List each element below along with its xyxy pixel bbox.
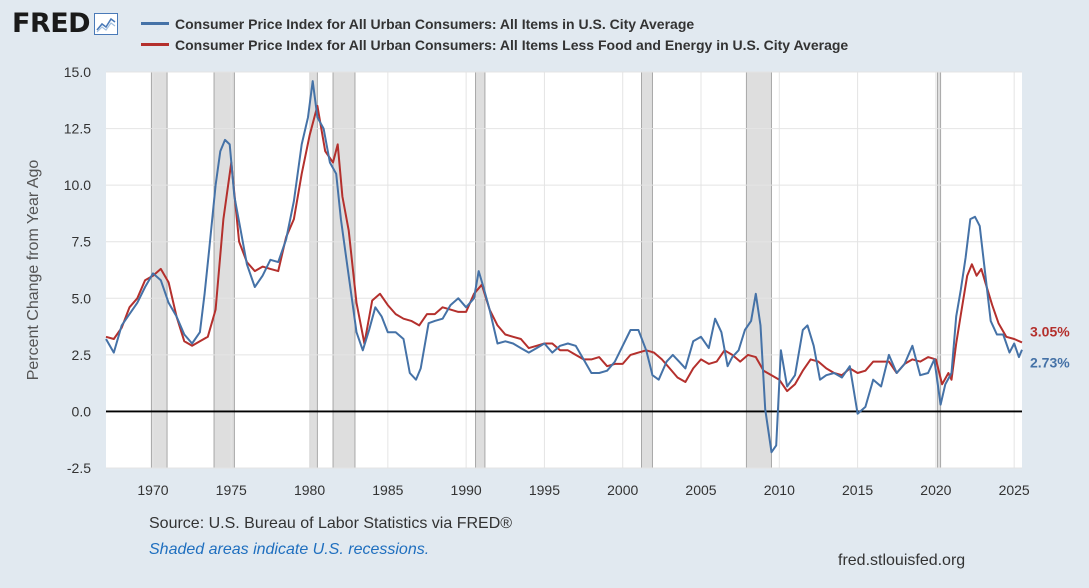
recession-band-7 — [745, 71, 772, 469]
x-tick-label: 1970 — [137, 482, 168, 498]
legend-swatch-cpi-core — [141, 43, 169, 46]
series-end-label-2: 3.05% — [1030, 323, 1070, 339]
y-tick-label: 12.5 — [64, 121, 91, 137]
y-tick-label: 7.5 — [72, 234, 92, 250]
y-tick-label: 10.0 — [64, 177, 91, 193]
x-tick-label: 2000 — [607, 482, 638, 498]
x-tick-label: 1995 — [529, 482, 560, 498]
source-note: Source: U.S. Bureau of Labor Statistics … — [149, 515, 513, 532]
legend-item-cpi-all[interactable]: Consumer Price Index for All Urban Consu… — [141, 13, 848, 34]
fred-logo[interactable]: FRED — [12, 8, 119, 39]
site-url[interactable]: fred.stlouisfed.org — [838, 552, 966, 569]
fred-logo-text: FRED — [12, 8, 91, 39]
y-tick-label: 2.5 — [72, 347, 92, 363]
chart-legend: Consumer Price Index for All Urban Consu… — [141, 13, 848, 55]
x-tick-label: 1990 — [451, 482, 482, 498]
trend-chart-icon — [94, 12, 119, 35]
x-tick-label: 2015 — [842, 482, 873, 498]
y-tick-label: -2.5 — [67, 460, 91, 476]
x-tick-label: 1975 — [216, 482, 247, 498]
y-tick-label: 5.0 — [72, 290, 92, 306]
y-axis-label: Percent Change from Year Ago — [25, 160, 42, 381]
x-tick-label: 2005 — [685, 482, 716, 498]
recession-band-6 — [641, 71, 653, 469]
legend-item-cpi-core[interactable]: Consumer Price Index for All Urban Consu… — [141, 34, 848, 55]
recession-band-4 — [332, 71, 356, 469]
x-tick-label: 1985 — [372, 482, 403, 498]
series-end-label-1: 2.73% — [1030, 355, 1070, 371]
y-tick-label: 15.0 — [64, 64, 91, 80]
legend-label-cpi-core: Consumer Price Index for All Urban Consu… — [175, 36, 849, 53]
plot-area — [106, 72, 1022, 468]
x-tick-label: 2020 — [920, 482, 951, 498]
x-tick-label: 1980 — [294, 482, 325, 498]
y-tick-label: 0.0 — [72, 403, 92, 419]
x-tick-label: 2025 — [999, 482, 1030, 498]
legend-label-cpi-all: Consumer Price Index for All Urban Consu… — [175, 15, 695, 32]
legend-swatch-cpi-all — [141, 22, 169, 25]
x-tick-label: 2010 — [764, 482, 795, 498]
recession-band-8 — [936, 71, 942, 469]
recession-note: Shaded areas indicate U.S. recessions. — [149, 541, 430, 558]
series-line-1 — [105, 80, 1023, 454]
recession-band-5 — [475, 71, 486, 469]
